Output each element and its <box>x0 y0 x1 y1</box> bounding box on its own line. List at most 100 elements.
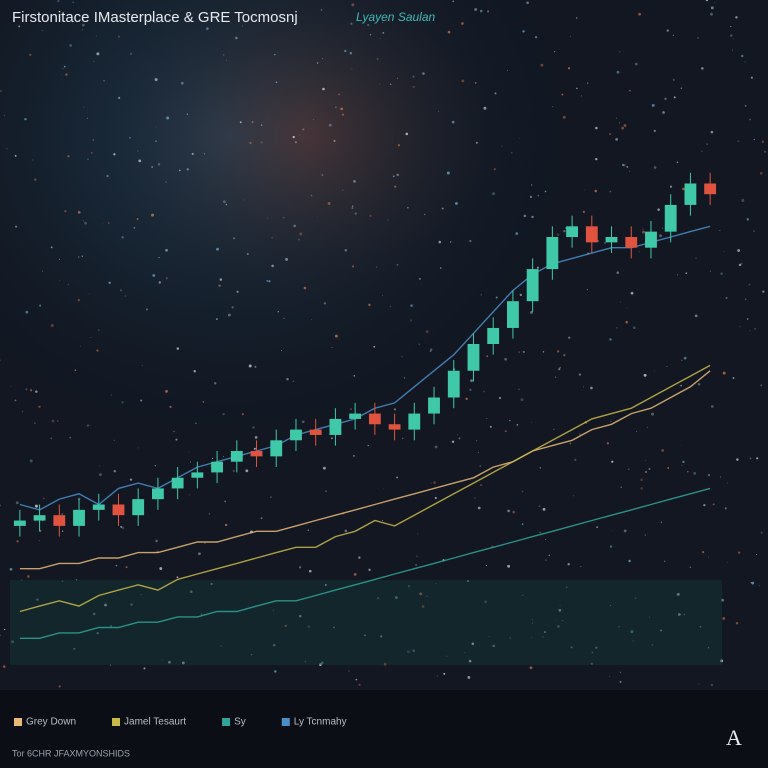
star <box>110 625 112 627</box>
star <box>531 637 533 639</box>
star <box>610 420 612 423</box>
nebula <box>0 0 768 680</box>
star <box>434 445 438 449</box>
star <box>529 666 533 670</box>
star <box>32 159 34 161</box>
star <box>653 166 657 169</box>
star <box>618 122 621 124</box>
star <box>292 135 295 139</box>
star <box>457 434 459 436</box>
star <box>136 218 139 220</box>
candle-body <box>428 397 440 414</box>
candle-body <box>388 424 401 430</box>
star <box>578 373 582 376</box>
star <box>526 1 529 5</box>
star <box>113 469 117 473</box>
star <box>95 35 97 37</box>
star <box>709 270 712 272</box>
star <box>405 132 409 136</box>
star <box>519 293 522 297</box>
star <box>293 224 296 228</box>
star <box>402 437 404 439</box>
star <box>248 364 252 368</box>
star <box>175 438 178 441</box>
star <box>719 229 721 231</box>
star <box>683 356 687 360</box>
star <box>609 338 612 341</box>
star <box>441 207 444 210</box>
star <box>77 210 81 214</box>
star <box>80 345 81 347</box>
star <box>608 675 610 677</box>
star <box>344 50 347 53</box>
star <box>492 644 495 648</box>
candle-body <box>329 418 342 435</box>
star <box>558 608 562 612</box>
star <box>214 382 217 385</box>
star <box>596 526 598 528</box>
star <box>106 174 109 178</box>
star <box>341 113 345 116</box>
star <box>159 567 163 570</box>
star <box>707 647 710 649</box>
star <box>531 622 534 624</box>
star <box>576 87 578 90</box>
star <box>195 422 197 425</box>
star <box>616 70 620 74</box>
star <box>154 21 156 23</box>
star <box>307 529 310 531</box>
star <box>376 266 378 268</box>
star <box>542 507 546 511</box>
star <box>434 496 437 500</box>
star <box>583 386 585 388</box>
star <box>509 636 512 639</box>
star <box>623 529 627 533</box>
candle-body <box>566 226 578 237</box>
star <box>621 126 625 130</box>
star <box>648 468 651 471</box>
star <box>406 650 410 654</box>
star <box>132 19 135 22</box>
candle-body <box>526 269 539 302</box>
star <box>756 554 758 556</box>
candle-body <box>309 429 322 435</box>
star <box>389 305 392 308</box>
star <box>480 294 482 296</box>
star <box>722 371 726 375</box>
star <box>249 141 252 145</box>
star <box>618 625 620 628</box>
star <box>382 519 384 521</box>
star <box>753 230 755 232</box>
star <box>486 355 489 358</box>
star <box>544 190 547 193</box>
star <box>710 12 713 16</box>
star <box>63 65 66 68</box>
star <box>426 595 428 597</box>
star <box>538 505 541 508</box>
star <box>9 567 13 571</box>
star <box>646 426 648 428</box>
star <box>590 662 594 665</box>
star <box>188 494 191 496</box>
star <box>730 26 732 28</box>
star <box>224 523 228 527</box>
stars <box>0 0 767 688</box>
candle-body <box>112 504 125 516</box>
star <box>91 152 93 154</box>
star <box>430 482 432 484</box>
candle-body <box>53 515 66 526</box>
star <box>27 575 30 578</box>
star <box>220 645 222 647</box>
star <box>628 89 631 92</box>
star <box>253 447 256 450</box>
star <box>351 207 354 209</box>
star <box>437 110 440 113</box>
star <box>634 62 638 66</box>
star <box>285 258 288 261</box>
star <box>299 614 302 618</box>
star <box>681 359 683 362</box>
star <box>0 359 1 361</box>
star <box>219 278 223 281</box>
star <box>57 0 60 3</box>
candle-body <box>487 327 500 344</box>
